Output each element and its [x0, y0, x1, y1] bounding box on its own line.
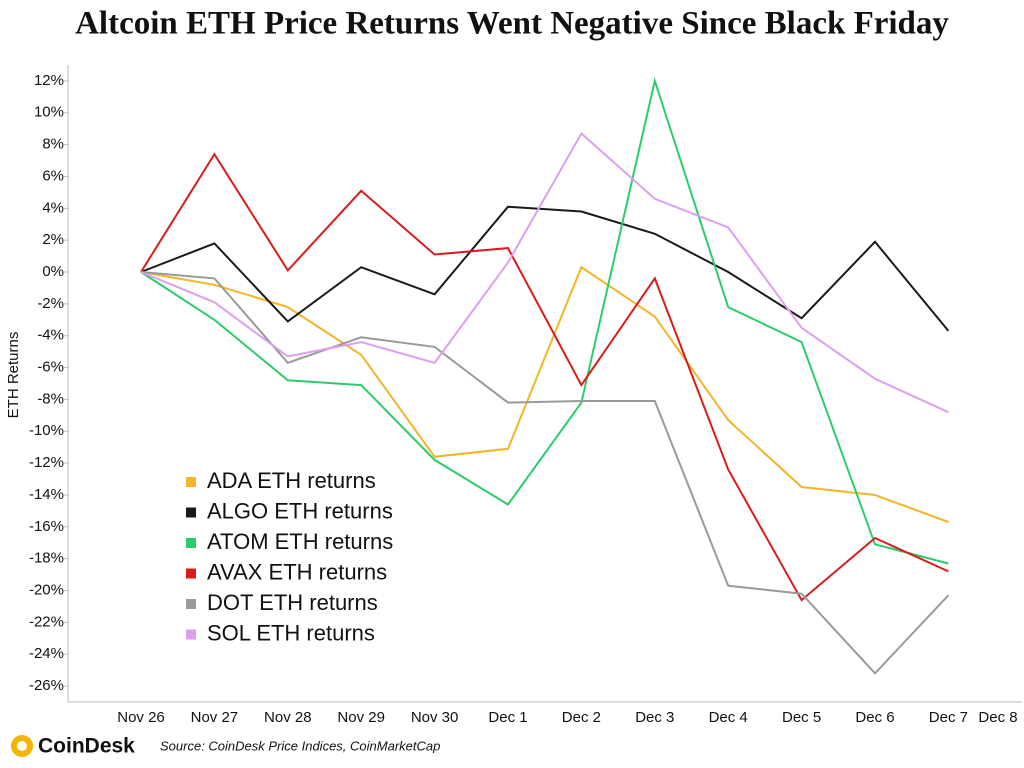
- y-tick-label: -22%: [29, 613, 64, 630]
- series-line: [140, 77, 949, 565]
- x-tick-label: Nov 29: [337, 709, 385, 726]
- x-tick-label: Dec 1: [488, 709, 527, 726]
- x-tick-label: Dec 6: [855, 709, 894, 726]
- x-tick-label: Nov 28: [264, 709, 312, 726]
- y-tick-label: 10%: [34, 104, 64, 121]
- y-tick-label: -10%: [29, 422, 64, 439]
- legend-swatch: [186, 507, 196, 518]
- y-tick-label: -8%: [37, 390, 64, 407]
- y-tick-label: -26%: [29, 677, 64, 694]
- brand-name: CoinDesk: [38, 735, 135, 758]
- legend-label: ATOM ETH returns: [207, 529, 393, 554]
- y-tick-label: -14%: [29, 486, 64, 503]
- y-tick-label: 0%: [42, 263, 64, 280]
- legend-label: AVAX ETH returns: [207, 559, 387, 584]
- y-tick-label: 12%: [34, 72, 64, 89]
- legend-swatch: [186, 599, 196, 609]
- legend-swatch: [186, 477, 196, 487]
- x-tick-label: Dec 5: [782, 709, 821, 726]
- y-tick-label: -18%: [29, 550, 64, 567]
- y-tick-label: -20%: [29, 581, 64, 598]
- y-tick-label: 2%: [42, 231, 64, 248]
- legend-swatch: [186, 568, 196, 579]
- legend-swatch: [186, 538, 196, 548]
- legend-label: SOL ETH returns: [207, 620, 375, 645]
- x-tick-label: Dec 8: [978, 709, 1017, 726]
- y-tick-label: 6%: [42, 167, 64, 184]
- y-tick-label: -4%: [37, 327, 64, 344]
- legend-label: ADA ETH returns: [207, 468, 376, 493]
- y-tick-label: -16%: [29, 518, 64, 535]
- x-tick-label: Nov 27: [191, 709, 239, 726]
- legend-label: DOT ETH returns: [207, 590, 378, 615]
- series-line: [140, 205, 950, 332]
- series-line: [140, 152, 949, 602]
- legend-swatch: [186, 629, 196, 640]
- y-tick-label: 4%: [42, 199, 64, 216]
- y-tick-label: 8%: [42, 136, 64, 153]
- y-tick-label: -24%: [29, 645, 64, 662]
- x-tick-label: Dec 2: [562, 709, 601, 726]
- source-note: Source: CoinDesk Price Indices, CoinMark…: [160, 738, 440, 753]
- y-axis-label: ETH Returns: [5, 332, 22, 419]
- legend-label: ALGO ETH returns: [207, 498, 393, 523]
- y-tick-label: -12%: [29, 454, 64, 471]
- chart-title: Altcoin ETH Price Returns Went Negative …: [75, 6, 949, 42]
- series-line: [140, 131, 949, 414]
- x-tick-label: Dec 7: [929, 709, 968, 726]
- x-tick-label: Nov 26: [117, 709, 165, 726]
- y-tick-label: -6%: [37, 359, 64, 376]
- x-tick-label: Nov 30: [411, 709, 459, 726]
- y-tick-label: -2%: [37, 295, 64, 312]
- series-line: [140, 271, 950, 675]
- x-tick-label: Dec 3: [635, 709, 674, 726]
- x-tick-label: Dec 4: [709, 709, 748, 726]
- series-line: [140, 265, 949, 523]
- brand-logo: CoinDesk: [11, 735, 135, 758]
